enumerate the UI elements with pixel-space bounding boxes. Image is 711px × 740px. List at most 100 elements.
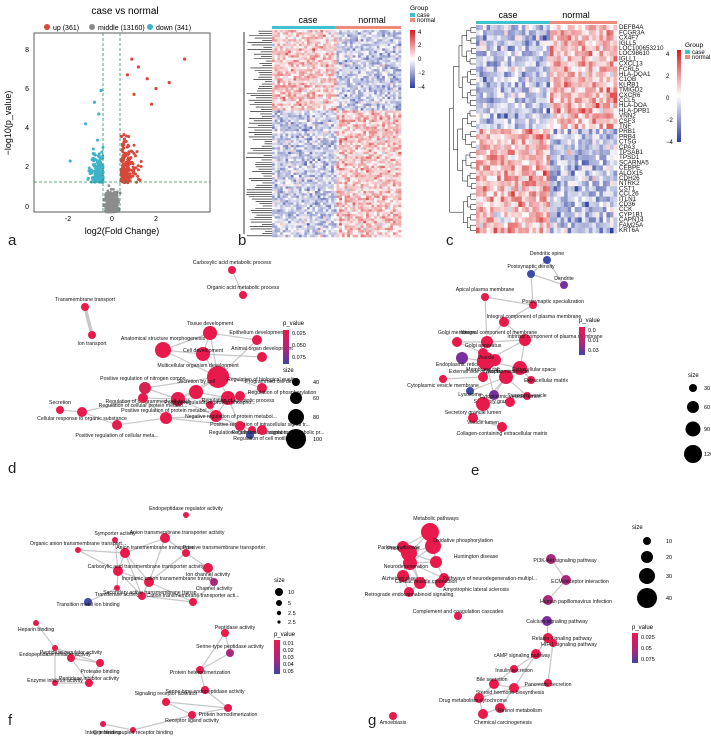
heat-cell [363, 42, 366, 45]
heat-cell [385, 140, 388, 143]
heat-cell [294, 97, 297, 100]
heat-cell [294, 157, 297, 160]
heat-cell [347, 157, 350, 160]
heat-cell [280, 166, 283, 169]
point-up [127, 166, 130, 169]
heat-cell [366, 184, 369, 187]
heat-cell [280, 117, 283, 120]
heat-cell [345, 154, 348, 157]
heat-cell [361, 94, 364, 97]
heat-cell [302, 42, 305, 45]
heat-cell [283, 203, 286, 206]
heat-cell [339, 48, 342, 51]
heat-cell [296, 92, 299, 95]
heat-cell [323, 115, 326, 118]
y-tick: 0 [25, 204, 29, 211]
heat-cell [339, 58, 342, 61]
heat-cell [337, 120, 340, 123]
heat-cell [275, 35, 278, 38]
heat-cell [361, 35, 364, 38]
heat-cell [347, 48, 350, 51]
heat-cell [277, 97, 280, 100]
heat-cell [350, 117, 353, 120]
heat-cell [353, 104, 356, 107]
heat-cell [326, 113, 329, 116]
heat-cell [398, 83, 401, 86]
heat-cell [334, 131, 337, 134]
heat-cell [334, 147, 337, 150]
heat-cell [355, 136, 358, 139]
heat-cell [277, 209, 280, 212]
heat-cell [374, 32, 377, 35]
heat-cell [385, 62, 388, 65]
heat-cell [291, 147, 294, 150]
heat-cell [310, 129, 313, 132]
heat-cell [388, 147, 391, 150]
heat-cell [363, 140, 366, 143]
heat-cell [339, 60, 342, 63]
heat-cell [310, 154, 313, 157]
heat-cell [339, 67, 342, 70]
heat-cell [310, 186, 313, 189]
heat-cell [283, 111, 286, 114]
heat-cell [328, 207, 331, 210]
heat-cell [328, 184, 331, 187]
heat-cell [358, 85, 361, 88]
heat-cell [280, 191, 283, 194]
heat-cell [358, 196, 361, 199]
heat-cell [361, 198, 364, 201]
point-down [92, 147, 95, 150]
heat-cell [294, 209, 297, 212]
heat-cell [331, 177, 334, 180]
heat-cell [277, 99, 280, 102]
heat-cell [363, 184, 366, 187]
heat-cell [339, 94, 342, 97]
heat-cell [385, 60, 388, 63]
heat-cell [363, 55, 366, 58]
heat-cell [337, 94, 340, 97]
heat-cell [280, 157, 283, 160]
heat-cell [320, 111, 323, 114]
heat-cell [385, 200, 388, 203]
heat-cell [398, 101, 401, 104]
heat-cell [347, 209, 350, 212]
heat-cell [374, 205, 377, 208]
heat-cell [385, 122, 388, 125]
heat-cell [388, 170, 391, 173]
heat-cell [291, 99, 294, 102]
heat-cell [299, 209, 302, 212]
heat-cell [380, 39, 383, 42]
heat-cell [315, 108, 318, 111]
heat-cell [342, 76, 345, 79]
heat-cell [345, 161, 348, 164]
heat-cell [382, 207, 385, 210]
heat-cell [390, 175, 393, 178]
heat-cell [385, 152, 388, 155]
heat-cell [377, 46, 380, 49]
heat-cell [377, 94, 380, 97]
heat-cell [380, 106, 383, 109]
heat-cell [369, 127, 372, 130]
heat-cell [339, 184, 342, 187]
heat-cell [302, 134, 305, 137]
heat-cell [272, 157, 275, 160]
heat-cell [296, 131, 299, 134]
heat-cell [288, 62, 291, 65]
heat-cell [358, 37, 361, 40]
heat-cell [339, 196, 342, 199]
heat-cell [288, 122, 291, 125]
heat-cell [380, 180, 383, 183]
heat-cell [299, 76, 302, 79]
heat-cell [385, 58, 388, 61]
heat-cell [374, 51, 377, 54]
heat-cell [358, 193, 361, 196]
heat-cell [355, 198, 358, 201]
heat-cell [366, 182, 369, 185]
heat-cell [337, 145, 340, 148]
heat-cell [312, 67, 315, 70]
heat-cell [318, 168, 321, 171]
point-up [140, 165, 143, 168]
heat-cell [355, 115, 358, 118]
heat-cell [334, 53, 337, 56]
heat-cell [275, 117, 278, 120]
